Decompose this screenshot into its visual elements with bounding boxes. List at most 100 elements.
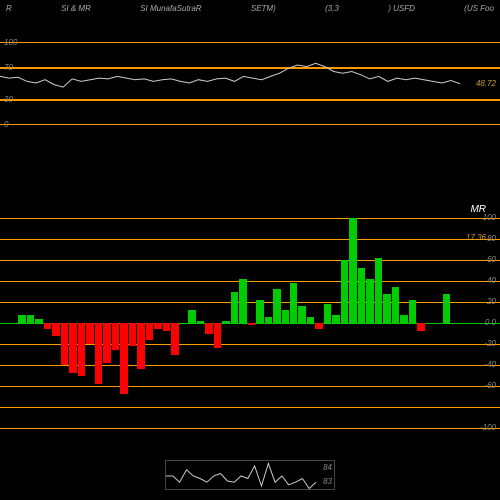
mini-panel: 84 83 [165, 460, 335, 490]
bar-fill [332, 315, 339, 323]
bar [86, 218, 93, 428]
bar-fill [154, 323, 161, 329]
bar [315, 218, 322, 428]
hdr-4: (3,3 [325, 4, 339, 13]
bar [180, 218, 187, 428]
bar [18, 218, 25, 428]
bar-fill [265, 317, 272, 323]
bar [239, 218, 246, 428]
bar-fill [349, 218, 356, 323]
gridline [0, 428, 500, 429]
bar [137, 218, 144, 428]
bar [44, 218, 51, 428]
bar-fill [44, 323, 51, 329]
bar-fill [103, 323, 110, 363]
axis-label: 40 [487, 276, 496, 285]
axis-label: 60 [487, 255, 496, 264]
bar-fill [197, 321, 204, 323]
bar-fill [52, 323, 59, 336]
bar-fill [290, 283, 297, 323]
bar-fill [400, 315, 407, 323]
mr-panel: 100806040200 0-20-40-60-100MR17.36 [0, 218, 500, 428]
bar-fill [315, 323, 322, 329]
bar-fill [146, 323, 153, 340]
mr-label: MR [470, 204, 486, 215]
bar-fill [324, 304, 331, 323]
bar [197, 218, 204, 428]
bar [103, 218, 110, 428]
bar-fill [35, 319, 42, 323]
bar-fill [256, 300, 263, 323]
bar [375, 218, 382, 428]
mini-line [166, 461, 336, 491]
bar-fill [222, 321, 229, 323]
bar [231, 218, 238, 428]
bar-fill [298, 306, 305, 323]
hdr-6: (US Foo [464, 4, 494, 13]
bar-fill [231, 292, 238, 324]
bar-fill [188, 310, 195, 323]
bar [434, 218, 441, 428]
bar-fill [383, 294, 390, 323]
bar-fill [69, 323, 76, 373]
bar-fill [409, 300, 416, 323]
bar [27, 218, 34, 428]
bar-fill [307, 317, 314, 323]
bar-fill [78, 323, 85, 376]
axis-label: 20 [487, 297, 496, 306]
header-row: R SI & MR SI MunafaSutraR SETM) (3,3 ) U… [0, 0, 500, 17]
axis-label: 80 [487, 234, 496, 243]
bar [324, 218, 331, 428]
bar-fill [112, 323, 119, 350]
hdr-0: R [6, 4, 12, 13]
axis-label: -100 [480, 423, 496, 432]
bar [400, 218, 407, 428]
bar [332, 218, 339, 428]
bar [205, 218, 212, 428]
hdr-1: SI & MR [61, 4, 91, 13]
bar [265, 218, 272, 428]
bar [349, 218, 356, 428]
bar [290, 218, 297, 428]
bar [78, 218, 85, 428]
bar [188, 218, 195, 428]
bar-fill [95, 323, 102, 384]
bar [95, 218, 102, 428]
bar [154, 218, 161, 428]
bar [256, 218, 263, 428]
bar-fill [358, 268, 365, 323]
bar [273, 218, 280, 428]
bar [112, 218, 119, 428]
bar-fill [239, 279, 246, 323]
axis-label: 0 0 [485, 318, 496, 327]
bar-fill [129, 323, 136, 346]
bar [52, 218, 59, 428]
bar [129, 218, 136, 428]
bar-fill [282, 310, 289, 323]
bar [341, 218, 348, 428]
bar [307, 218, 314, 428]
bar-fill [248, 323, 255, 325]
axis-label: -60 [484, 381, 496, 390]
bar-fill [392, 287, 399, 323]
bar [443, 218, 450, 428]
bar [417, 218, 424, 428]
bar [358, 218, 365, 428]
bar-fill [120, 323, 127, 394]
mini-label: 84 [323, 463, 332, 472]
bar-fill [18, 315, 25, 323]
bar-fill [273, 289, 280, 323]
hdr-5: ) USFD [388, 4, 415, 13]
bar [61, 218, 68, 428]
bar [426, 218, 433, 428]
mini-label: 83 [323, 477, 332, 486]
bar-fill [341, 260, 348, 323]
bar-fill [417, 323, 424, 331]
bar-fill [163, 323, 170, 331]
bar-fill [137, 323, 144, 369]
bar [120, 218, 127, 428]
axis-label: -20 [484, 339, 496, 348]
bar [222, 218, 229, 428]
bar-fill [27, 315, 34, 323]
bar [392, 218, 399, 428]
